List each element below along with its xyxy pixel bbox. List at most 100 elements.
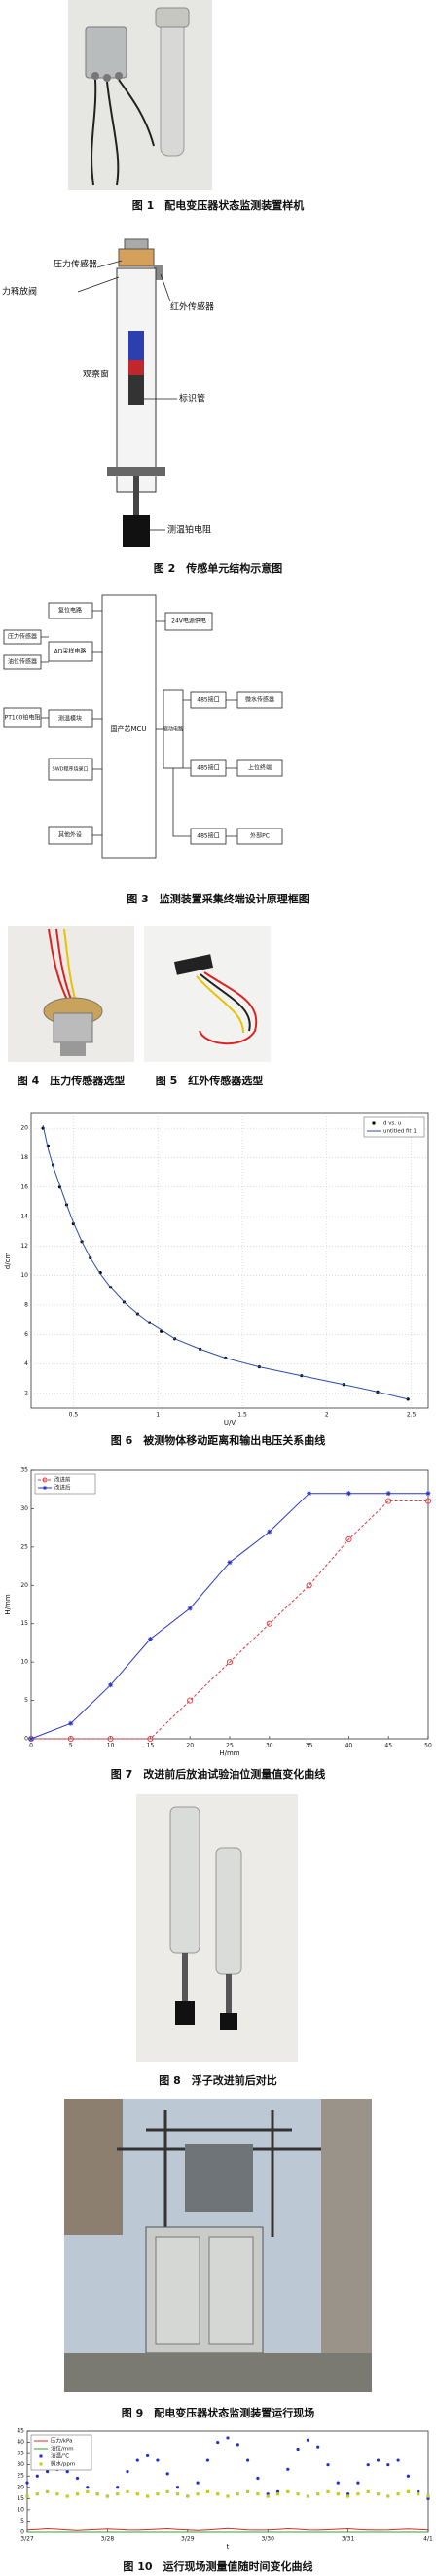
marker <box>65 2494 69 2498</box>
marker <box>386 2463 390 2467</box>
marker <box>95 2492 99 2496</box>
y-tick-label: 16 <box>20 1183 28 1190</box>
series-line <box>26 2527 429 2531</box>
caption: 图 1 配电变压器状态监测装置样机 <box>132 198 304 212</box>
marker <box>296 2492 300 2496</box>
marker <box>156 2458 160 2462</box>
marker <box>256 2492 260 2496</box>
marker <box>256 2476 260 2481</box>
marker <box>165 2489 169 2493</box>
legend-label: 油位/mm <box>51 2445 74 2452</box>
marker <box>175 2492 180 2496</box>
y-tick-label: 20 <box>17 2484 24 2490</box>
block-label: 复位电路 <box>58 607 82 615</box>
y-tick-label: 35 <box>20 1467 28 1474</box>
x-tick-label: 15 <box>147 1743 155 1749</box>
marker <box>306 1582 312 1589</box>
x-axis-label: U/V <box>224 1419 236 1427</box>
marker <box>146 2494 150 2498</box>
marker <box>186 2494 190 2498</box>
marker <box>46 2489 50 2493</box>
marker <box>35 2492 39 2496</box>
photo-pressure-sensor <box>8 926 134 1062</box>
marker <box>135 2458 139 2462</box>
marker <box>187 1606 193 1611</box>
y-axis-label: H/mm <box>4 1594 12 1614</box>
marker <box>187 1697 194 1704</box>
marker <box>385 1491 391 1497</box>
marker <box>346 2494 350 2498</box>
block-label: 其他外设 <box>58 831 82 839</box>
x-tick-label: 2 <box>325 1412 329 1419</box>
marker <box>86 2489 90 2493</box>
y-tick-label: 10 <box>20 1272 28 1279</box>
y-tick-label: 2 <box>24 1390 28 1396</box>
marker <box>27 1735 35 1743</box>
marker <box>267 1529 272 1535</box>
marker <box>396 2492 400 2496</box>
marker <box>116 2486 120 2489</box>
block-label: 油位传感器 <box>8 658 37 666</box>
x-tick-label: 35 <box>306 1743 313 1749</box>
plot-frame <box>30 1112 429 1409</box>
photo-infrared-sensor <box>144 926 271 1062</box>
marker <box>105 2494 109 2498</box>
marker <box>28 1736 34 1742</box>
y-tick-label: 10 <box>17 2506 24 2513</box>
legend-label: 微水/ppm <box>51 2460 75 2468</box>
block-label: PT100铂电阻 <box>5 714 41 722</box>
caption: 图 3 监测装置采集终端设计原理框图 <box>127 892 309 905</box>
marker <box>175 2486 180 2489</box>
marker <box>75 2492 80 2496</box>
block-diagram <box>3 594 283 859</box>
marker <box>116 2492 120 2496</box>
marker <box>366 2489 370 2493</box>
photo-float-comparison <box>136 1794 298 2062</box>
marker <box>406 2474 410 2478</box>
x-tick-label: 4/1 <box>423 2536 433 2543</box>
y-tick-label: 0 <box>20 2529 24 2536</box>
marker <box>326 2489 330 2493</box>
marker <box>196 2492 200 2496</box>
y-tick-label: 5 <box>20 2518 24 2524</box>
series-line <box>31 1500 428 1740</box>
y-tick-label: 25 <box>17 2473 24 2480</box>
x-tick-label: 40 <box>345 1743 353 1749</box>
x-tick-label: 3/31 <box>342 2536 355 2543</box>
marker <box>406 2489 410 2493</box>
marker <box>156 2492 160 2496</box>
marker <box>226 2436 230 2440</box>
caption: 图 8 浮子改进前后对比 <box>159 2073 276 2087</box>
marker <box>275 2492 280 2496</box>
label: 观察窗 <box>83 369 109 380</box>
x-tick-label: 1 <box>156 1412 160 1419</box>
marker <box>205 2489 209 2493</box>
x-tick-label: 0.5 <box>69 1412 79 1419</box>
legend-label: d vs. u <box>383 1121 401 1127</box>
y-tick-label: 12 <box>20 1243 28 1250</box>
y-tick-label: 6 <box>24 1331 28 1338</box>
label: 测温铂电阻 <box>167 524 211 536</box>
marker <box>75 2476 80 2481</box>
block-label: AD采样电路 <box>54 648 87 655</box>
y-tick-label: 40 <box>17 2439 24 2446</box>
marker <box>216 2440 220 2445</box>
marker <box>345 1535 352 1543</box>
marker <box>336 2492 340 2496</box>
x-tick-label: 25 <box>226 1743 234 1749</box>
marker <box>205 2458 209 2462</box>
marker <box>306 2438 309 2442</box>
marker <box>65 2470 69 2474</box>
caption: 图 6 被测物体移动距离和输出电压关系曲线 <box>111 1433 325 1447</box>
marker <box>146 2453 150 2458</box>
legend-swatch <box>372 1121 376 1125</box>
caption: 图 2 传感单元结构示意图 <box>154 561 282 575</box>
caption: 图 4 压力传感器选型 <box>18 1074 125 1087</box>
marker <box>336 2481 340 2485</box>
x-tick-label: 0 <box>29 1743 33 1749</box>
marker <box>147 1735 154 1743</box>
marker <box>356 2492 360 2496</box>
x-tick-label: 50 <box>424 1743 432 1749</box>
y-tick-label: 20 <box>20 1125 28 1132</box>
